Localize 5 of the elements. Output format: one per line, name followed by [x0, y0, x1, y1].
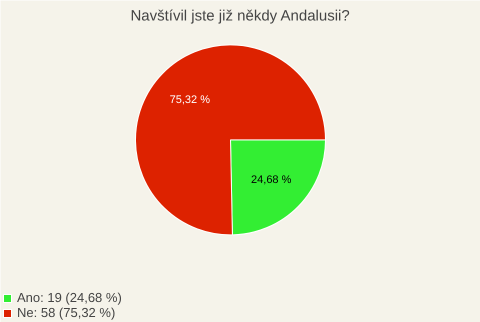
legend-label: Ano: 19 (24,68 %) — [17, 290, 122, 305]
data-label: 24,68 % — [251, 174, 292, 186]
legend-label: Ne: 58 (75,32 %) — [17, 305, 116, 320]
chart-title: Navštívil jste již někdy Andalusii? — [130, 8, 350, 24]
data-label: 75,32 % — [170, 94, 210, 106]
